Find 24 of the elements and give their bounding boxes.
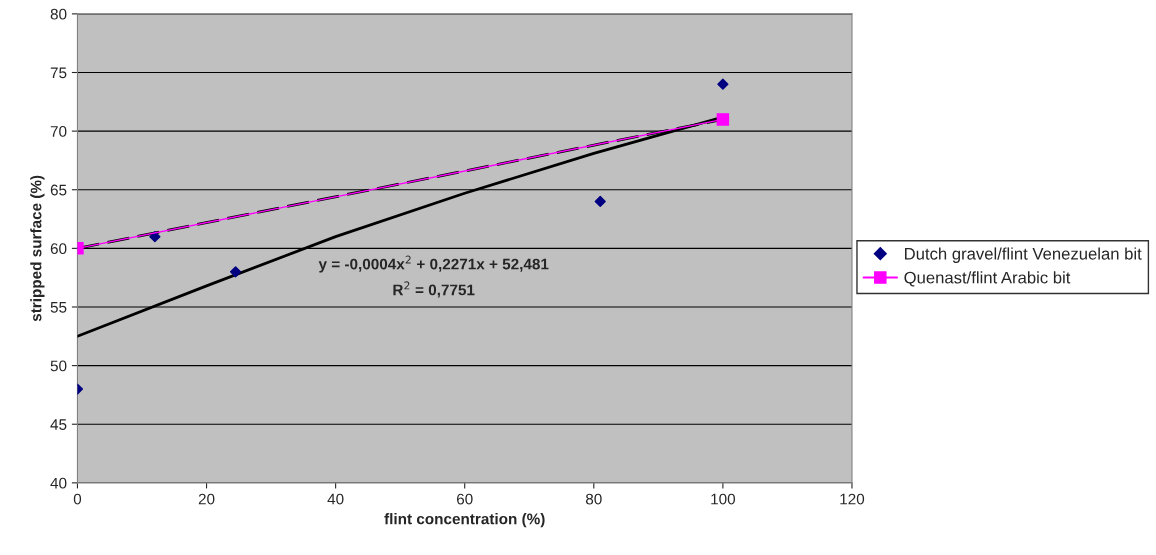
y-tick-label: 50	[50, 360, 67, 372]
x-axis-title: flint concentration (%)	[384, 513, 545, 528]
y-tick-label: 75	[50, 67, 67, 79]
annotation: R$^{2}$ = 0,7751	[393, 281, 475, 298]
y-tick-label: 45	[50, 419, 67, 430]
y-tick-label: 40	[50, 477, 67, 489]
x-tick-label: 0	[73, 493, 82, 505]
x-tick-label: 20	[198, 493, 215, 505]
legend-label: Quenast/flint Arabic bit	[904, 271, 1071, 287]
annotation: y = -0,0004x$^{2}$ + 0,2271x + 52,481	[318, 255, 549, 273]
x-tick-label: 80	[585, 493, 602, 505]
point	[717, 78, 729, 90]
y-tick-label: 60	[50, 243, 67, 255]
y-tick-label: 55	[50, 302, 67, 313]
y-tick-label: 65	[50, 184, 67, 196]
y-axis-title: stripped surface (%)	[30, 175, 45, 322]
x-tick-label: 100	[711, 493, 736, 505]
legend-label: Dutch gravel/flint Venezuelan bit	[905, 247, 1142, 263]
point	[594, 195, 606, 208]
x-tick-label: 60	[456, 493, 473, 505]
y-tick-label: 80	[50, 8, 67, 20]
x-tick-label: 40	[327, 493, 344, 505]
x-tick-label: 120	[840, 493, 865, 505]
y-tick-label: 70	[50, 125, 67, 137]
